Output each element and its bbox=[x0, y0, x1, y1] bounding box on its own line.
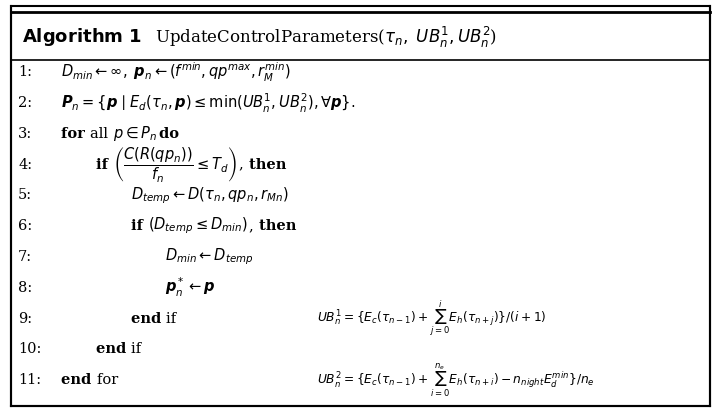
Text: $\boldsymbol{p}_n^* \leftarrow \boldsymbol{p}$: $\boldsymbol{p}_n^* \leftarrow \boldsymb… bbox=[165, 276, 216, 299]
Text: 1:: 1: bbox=[18, 65, 32, 79]
Text: end: end bbox=[96, 342, 131, 356]
Text: UpdateControlParameters($\tau_n,\ UB_n^1, UB_n^2$): UpdateControlParameters($\tau_n,\ UB_n^1… bbox=[155, 25, 497, 49]
Text: $UB_n^1 = \{E_c(\tau_{n-1})+\sum_{j=0}^{i} E_h(\tau_{n+j})\}/(i+1)$: $UB_n^1 = \{E_c(\tau_{n-1})+\sum_{j=0}^{… bbox=[317, 299, 547, 338]
Text: $UB_n^2 = \{E_c(\tau_{n-1})+\sum_{i=0}^{n_e} E_h(\tau_{n+i})-n_{night}E_d^{min}\: $UB_n^2 = \{E_c(\tau_{n-1})+\sum_{i=0}^{… bbox=[317, 362, 595, 399]
Text: if: if bbox=[96, 157, 113, 171]
Text: $D_{min} \leftarrow \infty,\; \boldsymbol{p}_n \leftarrow (f^{min}, qp^{max}, r_: $D_{min} \leftarrow \infty,\; \boldsymbo… bbox=[61, 61, 291, 84]
Text: then: then bbox=[259, 219, 301, 233]
Text: 3:: 3: bbox=[18, 127, 32, 141]
Text: ,: , bbox=[249, 219, 259, 233]
Text: do: do bbox=[159, 127, 185, 141]
Text: $\boldsymbol{P}_n = \{\boldsymbol{p} \mid E_d(\tau_n, \boldsymbol{p}) \leq \min(: $\boldsymbol{P}_n = \{\boldsymbol{p} \mi… bbox=[61, 91, 355, 115]
Text: $\left(\dfrac{C(R(qp_n))}{f_n} \leq T_d\right)$: $\left(\dfrac{C(R(qp_n))}{f_n} \leq T_d\… bbox=[113, 145, 237, 184]
Text: $p \in P_n$: $p \in P_n$ bbox=[113, 124, 157, 143]
Text: 2:: 2: bbox=[18, 96, 32, 110]
Text: 11:: 11: bbox=[18, 373, 41, 387]
Text: 5:: 5: bbox=[18, 188, 32, 202]
Text: 10:: 10: bbox=[18, 342, 41, 356]
Text: end: end bbox=[61, 373, 97, 387]
Text: ,: , bbox=[239, 157, 249, 171]
Text: if: if bbox=[166, 311, 181, 325]
Text: end: end bbox=[131, 311, 166, 325]
Text: if: if bbox=[131, 342, 146, 356]
Text: 8:: 8: bbox=[18, 281, 32, 295]
Text: $D_{temp} \leftarrow D(\tau_n, qp_n, r_{Mn})$: $D_{temp} \leftarrow D(\tau_n, qp_n, r_{… bbox=[131, 185, 288, 206]
Text: 9:: 9: bbox=[18, 311, 32, 325]
Text: if: if bbox=[131, 219, 148, 233]
Text: 4:: 4: bbox=[18, 157, 32, 171]
Text: then: then bbox=[249, 157, 291, 171]
Text: for: for bbox=[61, 127, 90, 141]
Text: $\mathbf{Algorithm\ 1}$: $\mathbf{Algorithm\ 1}$ bbox=[22, 26, 141, 48]
Text: for: for bbox=[97, 373, 123, 387]
Text: $D_{min} \leftarrow D_{temp}$: $D_{min} \leftarrow D_{temp}$ bbox=[165, 247, 254, 267]
Text: all: all bbox=[90, 127, 113, 141]
Text: 6:: 6: bbox=[18, 219, 32, 233]
Text: 7:: 7: bbox=[18, 250, 32, 264]
Text: $(D_{temp} \leq D_{min})$: $(D_{temp} \leq D_{min})$ bbox=[148, 216, 247, 236]
